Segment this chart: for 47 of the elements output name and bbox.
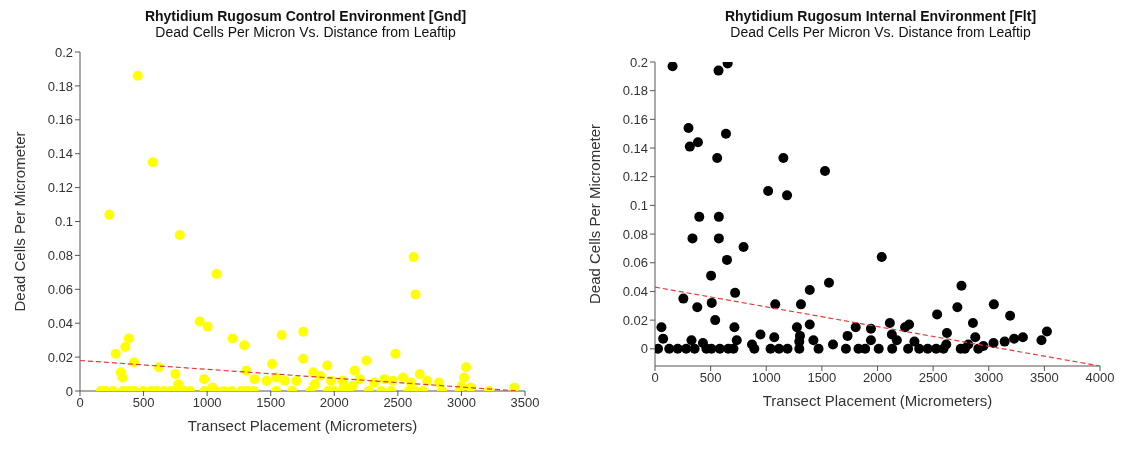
x-tick-label: 3000 xyxy=(446,395,476,411)
y-tick-label: 0.18 xyxy=(47,78,73,94)
y-tick-label: 0.1 xyxy=(54,214,73,230)
y-tick-label: 0.16 xyxy=(622,111,648,127)
y-tick-label: 0.04 xyxy=(622,284,648,300)
y-tick-label: 0.18 xyxy=(622,83,648,99)
x-tick-label: 0 xyxy=(651,370,659,386)
x-tick-label: 1500 xyxy=(807,370,837,386)
chart-title: Rhytidium Rugosum Control Environment [Gnd] xyxy=(143,8,468,24)
y-tick-label: 0 xyxy=(65,383,73,399)
chart-title: Rhytidium Rugosum Internal Environment [Flt] xyxy=(723,8,1038,24)
y-tick-label: 0.12 xyxy=(47,180,73,196)
y-tick-label: 0 xyxy=(640,341,648,357)
y-tick-label: 0.04 xyxy=(47,315,73,331)
x-tick-label: 1500 xyxy=(256,395,286,411)
x-tick-label: 1000 xyxy=(192,395,222,411)
x-tick-label: 500 xyxy=(132,395,155,411)
y-tick-label: 0.14 xyxy=(47,146,73,162)
x-tick-label: 3500 xyxy=(510,395,540,411)
y-tick-label: 0.12 xyxy=(622,169,648,185)
x-tick-label: 3000 xyxy=(974,370,1004,386)
y-tick-label: 0.06 xyxy=(47,281,73,297)
x-tick-label: 4000 xyxy=(1085,370,1115,386)
y-tick-label: 0.16 xyxy=(47,112,73,128)
y-tick-label: 0.08 xyxy=(47,248,73,264)
x-tick-label: 2500 xyxy=(918,370,948,386)
chart-subtitle: Dead Cells Per Micron Vs. Distance from Leaftip xyxy=(729,24,1032,40)
x-tick-label: 2000 xyxy=(319,395,349,411)
y-tick-label: 0.1 xyxy=(629,198,648,214)
x-tick-label: 2000 xyxy=(863,370,892,386)
x-axis-title: Transect Placement (Micrometers) xyxy=(762,392,993,409)
y-tick-label: 0.02 xyxy=(47,349,73,365)
y-tick-label: 0.06 xyxy=(622,255,648,271)
y-tick-label: 0.2 xyxy=(54,44,73,60)
x-tick-label: 500 xyxy=(699,370,722,386)
x-tick-label: 2500 xyxy=(383,395,413,411)
x-tick-label: 1000 xyxy=(751,370,781,386)
y-axis-title: Dead Cells Per Micrometer xyxy=(11,131,29,312)
y-tick-label: 0.2 xyxy=(629,54,648,70)
x-tick-label: 3500 xyxy=(1029,370,1059,386)
chart-subtitle: Dead Cells Per Micron Vs. Distance from Leaftip xyxy=(154,24,457,40)
x-tick-label: 0 xyxy=(76,395,84,411)
x-axis-title: Transect Placement (Micrometers) xyxy=(187,417,418,434)
y-axis-title: Dead Cells Per Micrometer xyxy=(586,123,604,305)
y-tick-label: 0.14 xyxy=(622,140,648,156)
y-tick-label: 0.08 xyxy=(622,226,648,242)
y-tick-label: 0.02 xyxy=(622,312,648,328)
